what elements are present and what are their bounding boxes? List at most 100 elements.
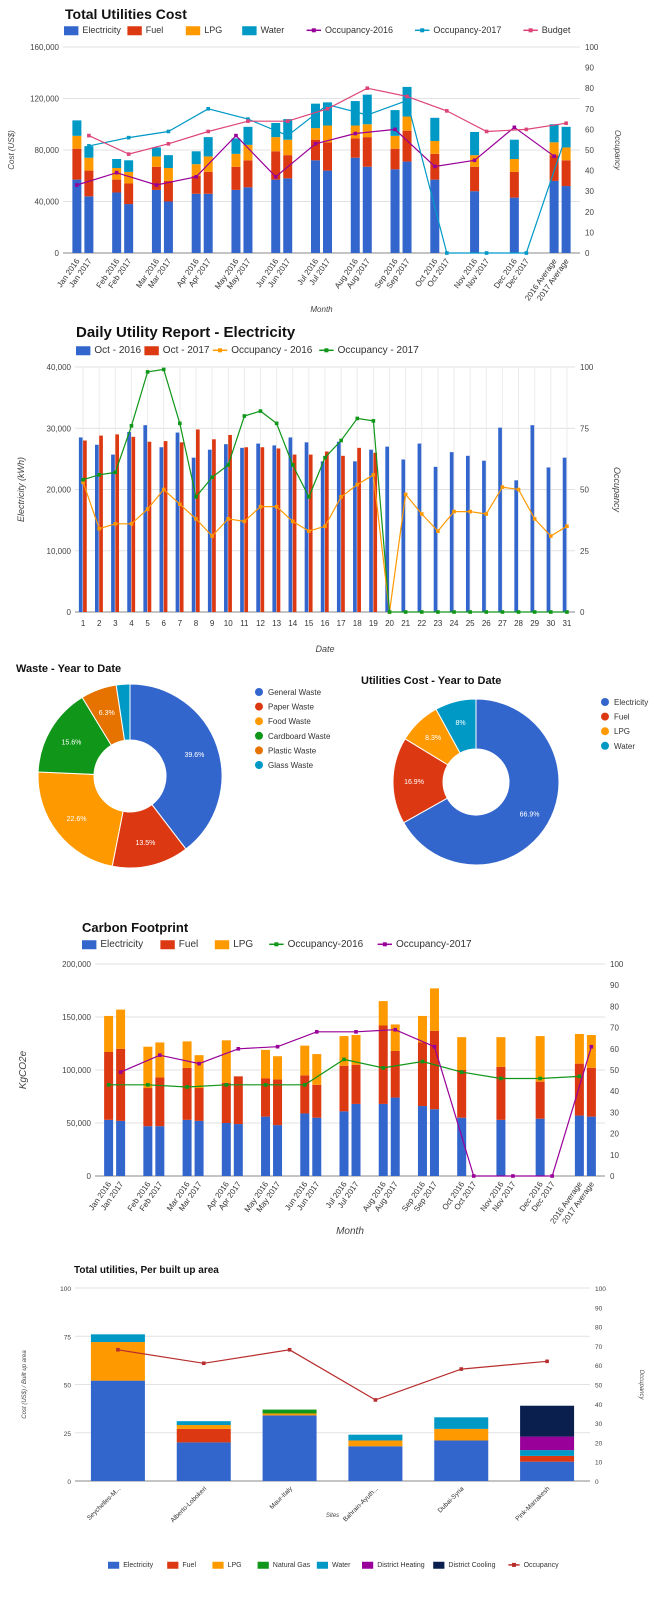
y2-axis-title: Occupancy xyxy=(612,467,622,513)
fuel-bar xyxy=(390,148,400,170)
legend-label: LPG xyxy=(204,25,222,35)
y-tick-label: 20,000 xyxy=(47,486,72,495)
legend-entry: LPG xyxy=(185,25,222,36)
oct-2016-bar xyxy=(143,425,148,612)
electricity-bar xyxy=(348,1446,403,1481)
y2-tick-label: 60 xyxy=(595,1363,603,1370)
lpg-bar xyxy=(155,1042,165,1078)
lpg-bar xyxy=(535,1036,545,1082)
y-tick-label: 50,000 xyxy=(67,1119,92,1128)
fuel-bar xyxy=(221,1082,231,1123)
line-point xyxy=(524,127,529,132)
line-point xyxy=(484,512,489,516)
line-point xyxy=(81,477,85,482)
legend-swatch xyxy=(108,1561,120,1569)
y2-tick-label: 40 xyxy=(595,1402,603,1409)
legend-label: LPG xyxy=(233,939,253,950)
line-point xyxy=(194,517,198,521)
fuel-bar xyxy=(163,180,173,202)
oct-2017-bar xyxy=(115,434,120,612)
lpg-bar xyxy=(311,128,320,140)
line-point xyxy=(459,1367,464,1371)
fuel-bar xyxy=(231,166,241,190)
line-point xyxy=(161,367,166,372)
per-built-up-area-chart: Total utilities, Per built up area Electr… xyxy=(22,1265,644,1569)
x-tick-label: 4 xyxy=(129,619,134,628)
district-heating-bar xyxy=(520,1436,575,1451)
lpg-bar xyxy=(176,1425,231,1429)
line-point xyxy=(275,1044,280,1049)
x-tick-label: 10 xyxy=(224,619,233,628)
pie-slice xyxy=(435,698,477,754)
line-point xyxy=(258,409,263,413)
oct-2017-bar xyxy=(83,440,87,612)
line-point xyxy=(436,610,440,614)
lpg-bar xyxy=(348,1440,403,1447)
fuel-bar xyxy=(362,137,372,167)
legend-marker xyxy=(311,28,316,33)
y2-tick-label: 40 xyxy=(585,167,594,176)
y2-tick-label: 0 xyxy=(580,608,585,617)
legend-swatch xyxy=(127,26,142,36)
y-tick-label: 40,000 xyxy=(47,363,72,372)
y-tick-label: 200,000 xyxy=(62,960,91,969)
water-bar xyxy=(191,151,201,165)
line-point xyxy=(471,1174,476,1178)
legend-swatch xyxy=(257,1561,269,1569)
lpg-bar xyxy=(104,1015,114,1052)
lpg-bar xyxy=(434,1428,489,1441)
line-point xyxy=(432,1044,437,1049)
fuel-bar xyxy=(271,151,281,180)
electricity-bar xyxy=(194,1120,204,1176)
water-bar xyxy=(90,1334,145,1343)
line-point xyxy=(355,416,360,421)
oct-2017-bar xyxy=(212,439,216,612)
water-bar xyxy=(283,119,293,140)
line-point xyxy=(552,154,556,158)
fuel-bar xyxy=(509,171,519,198)
legend-dot xyxy=(601,741,609,750)
y-tick-label: 150,000 xyxy=(62,1013,91,1022)
legend-label: LPG xyxy=(228,1562,242,1569)
electricity-bar xyxy=(143,1126,153,1176)
y-axis-title: Electricity (kWh) xyxy=(16,457,26,522)
legend-label: Cardboard Waste xyxy=(268,732,331,741)
electricity-bar xyxy=(72,179,82,253)
y2-tick-label: 70 xyxy=(595,1344,603,1351)
x-tick-label: 16 xyxy=(321,619,330,628)
legend-swatch xyxy=(82,940,97,950)
oct-2016-bar xyxy=(207,449,212,612)
pie-slice xyxy=(129,683,223,850)
line-point xyxy=(246,119,250,123)
line-point xyxy=(564,121,568,126)
line-point xyxy=(166,129,171,134)
line-point xyxy=(468,610,472,614)
lpg-bar xyxy=(273,1056,283,1080)
y2-tick-label: 80 xyxy=(610,1002,619,1011)
legend-label: Electricity xyxy=(82,25,121,35)
x-tick-label: 22 xyxy=(417,619,426,628)
fuel-bar xyxy=(351,1064,361,1104)
x-tick-label: 28 xyxy=(514,619,523,628)
slice-label: 8% xyxy=(456,720,466,727)
legend-entry: Water xyxy=(316,1561,351,1569)
water-bar xyxy=(350,101,360,126)
electricity-bar xyxy=(203,193,213,253)
fuel-bar xyxy=(124,183,134,205)
legend-dot xyxy=(255,702,263,711)
x-tick-label: Bahrain-Ayuth... xyxy=(342,1485,380,1523)
line-point xyxy=(532,517,537,521)
line-point xyxy=(290,519,295,524)
line-point xyxy=(403,492,408,497)
line-point xyxy=(500,485,505,489)
slice-label: 16.9% xyxy=(404,779,424,786)
slice-label: 8.3% xyxy=(425,735,441,742)
legend-entry: Natural Gas xyxy=(257,1561,311,1569)
y2-tick-label: 70 xyxy=(610,1024,619,1033)
electricity-bar xyxy=(520,1461,575,1481)
lpg-bar xyxy=(151,156,161,167)
legend-label: Occupancy - 2016 xyxy=(231,345,313,356)
lpg-bar xyxy=(574,1033,584,1064)
fuel-bar xyxy=(233,1076,243,1125)
oct-2017-bar xyxy=(357,447,361,612)
